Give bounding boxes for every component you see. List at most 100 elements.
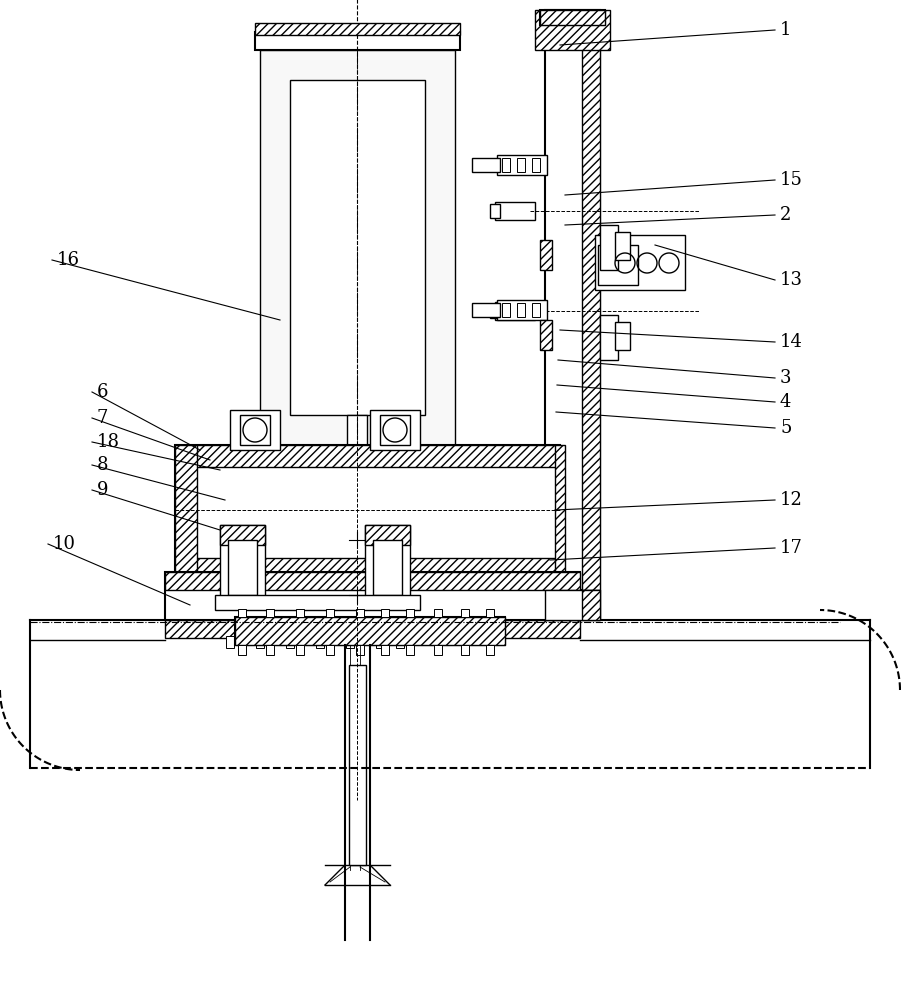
Text: 5: 5 — [780, 419, 791, 437]
Text: 17: 17 — [780, 539, 803, 557]
Bar — [434, 645, 442, 655]
Text: 8: 8 — [97, 456, 108, 474]
Text: 16: 16 — [57, 251, 80, 269]
Bar — [595, 235, 685, 290]
Bar — [240, 415, 270, 445]
Bar — [582, 10, 600, 590]
Bar — [502, 158, 510, 172]
Bar — [582, 590, 600, 620]
Bar — [228, 540, 257, 595]
Text: 15: 15 — [780, 171, 803, 189]
Bar — [406, 609, 414, 617]
Bar — [290, 80, 425, 415]
Bar — [365, 525, 410, 545]
Text: 10: 10 — [53, 535, 76, 553]
Text: 4: 4 — [780, 393, 791, 411]
Bar — [396, 636, 404, 648]
Bar — [346, 636, 354, 648]
Bar — [555, 445, 565, 580]
Bar — [296, 609, 304, 617]
Bar — [356, 609, 364, 617]
Bar — [326, 645, 334, 655]
Bar — [486, 645, 494, 655]
Bar — [235, 617, 505, 645]
Bar — [365, 525, 410, 605]
Bar — [165, 572, 580, 620]
Bar — [532, 303, 540, 317]
Text: 12: 12 — [780, 491, 803, 509]
Bar — [535, 10, 610, 50]
Bar — [230, 410, 280, 450]
Text: 1: 1 — [780, 21, 791, 39]
Bar — [373, 540, 402, 595]
Bar — [376, 636, 384, 648]
Bar — [235, 617, 505, 645]
Bar — [165, 572, 580, 590]
Bar — [472, 303, 500, 317]
Text: 9: 9 — [97, 481, 108, 499]
Bar — [349, 665, 366, 865]
Bar — [615, 232, 630, 260]
Bar — [486, 609, 494, 617]
Bar — [296, 645, 304, 655]
Bar — [381, 645, 389, 655]
Bar — [238, 645, 246, 655]
Bar — [540, 10, 605, 25]
Bar — [532, 158, 540, 172]
Bar — [490, 304, 500, 318]
Bar — [600, 225, 618, 270]
Text: 7: 7 — [97, 409, 108, 427]
Bar — [286, 636, 294, 648]
Bar — [370, 410, 420, 450]
Bar — [165, 620, 580, 638]
Bar — [215, 595, 420, 610]
Bar — [356, 645, 364, 655]
Text: 6: 6 — [97, 383, 108, 401]
Bar — [175, 445, 560, 467]
Bar — [380, 415, 410, 445]
Bar — [517, 303, 525, 317]
Bar — [256, 636, 264, 648]
Bar — [495, 202, 535, 220]
Text: 13: 13 — [780, 271, 803, 289]
Bar — [497, 300, 547, 320]
Bar — [260, 50, 455, 465]
Bar — [434, 609, 442, 617]
Text: 2: 2 — [780, 206, 791, 224]
Bar — [238, 609, 246, 617]
Bar — [461, 645, 469, 655]
Bar — [490, 204, 500, 218]
Bar — [495, 302, 535, 320]
Bar — [220, 525, 265, 545]
Bar — [175, 445, 560, 580]
Bar — [220, 525, 265, 605]
Bar — [540, 240, 552, 270]
Bar — [461, 609, 469, 617]
Bar — [598, 245, 638, 285]
Bar — [347, 415, 367, 495]
Bar — [600, 315, 618, 360]
Bar — [472, 158, 500, 172]
Text: 3: 3 — [780, 369, 791, 387]
Bar — [406, 645, 414, 655]
Bar — [175, 558, 560, 580]
Text: 18: 18 — [97, 433, 120, 451]
Bar — [545, 10, 600, 590]
Bar — [540, 10, 605, 25]
Bar — [615, 322, 630, 350]
Bar — [266, 645, 274, 655]
Bar — [497, 155, 547, 175]
Bar — [266, 609, 274, 617]
Bar — [545, 590, 600, 620]
Bar — [255, 23, 460, 35]
Text: 14: 14 — [780, 333, 803, 351]
Bar — [326, 609, 334, 617]
Bar — [175, 445, 197, 580]
Bar — [517, 158, 525, 172]
Bar — [316, 636, 324, 648]
Bar — [381, 609, 389, 617]
Bar — [255, 32, 460, 50]
Bar — [540, 320, 552, 350]
Bar — [502, 303, 510, 317]
Bar — [226, 636, 234, 648]
